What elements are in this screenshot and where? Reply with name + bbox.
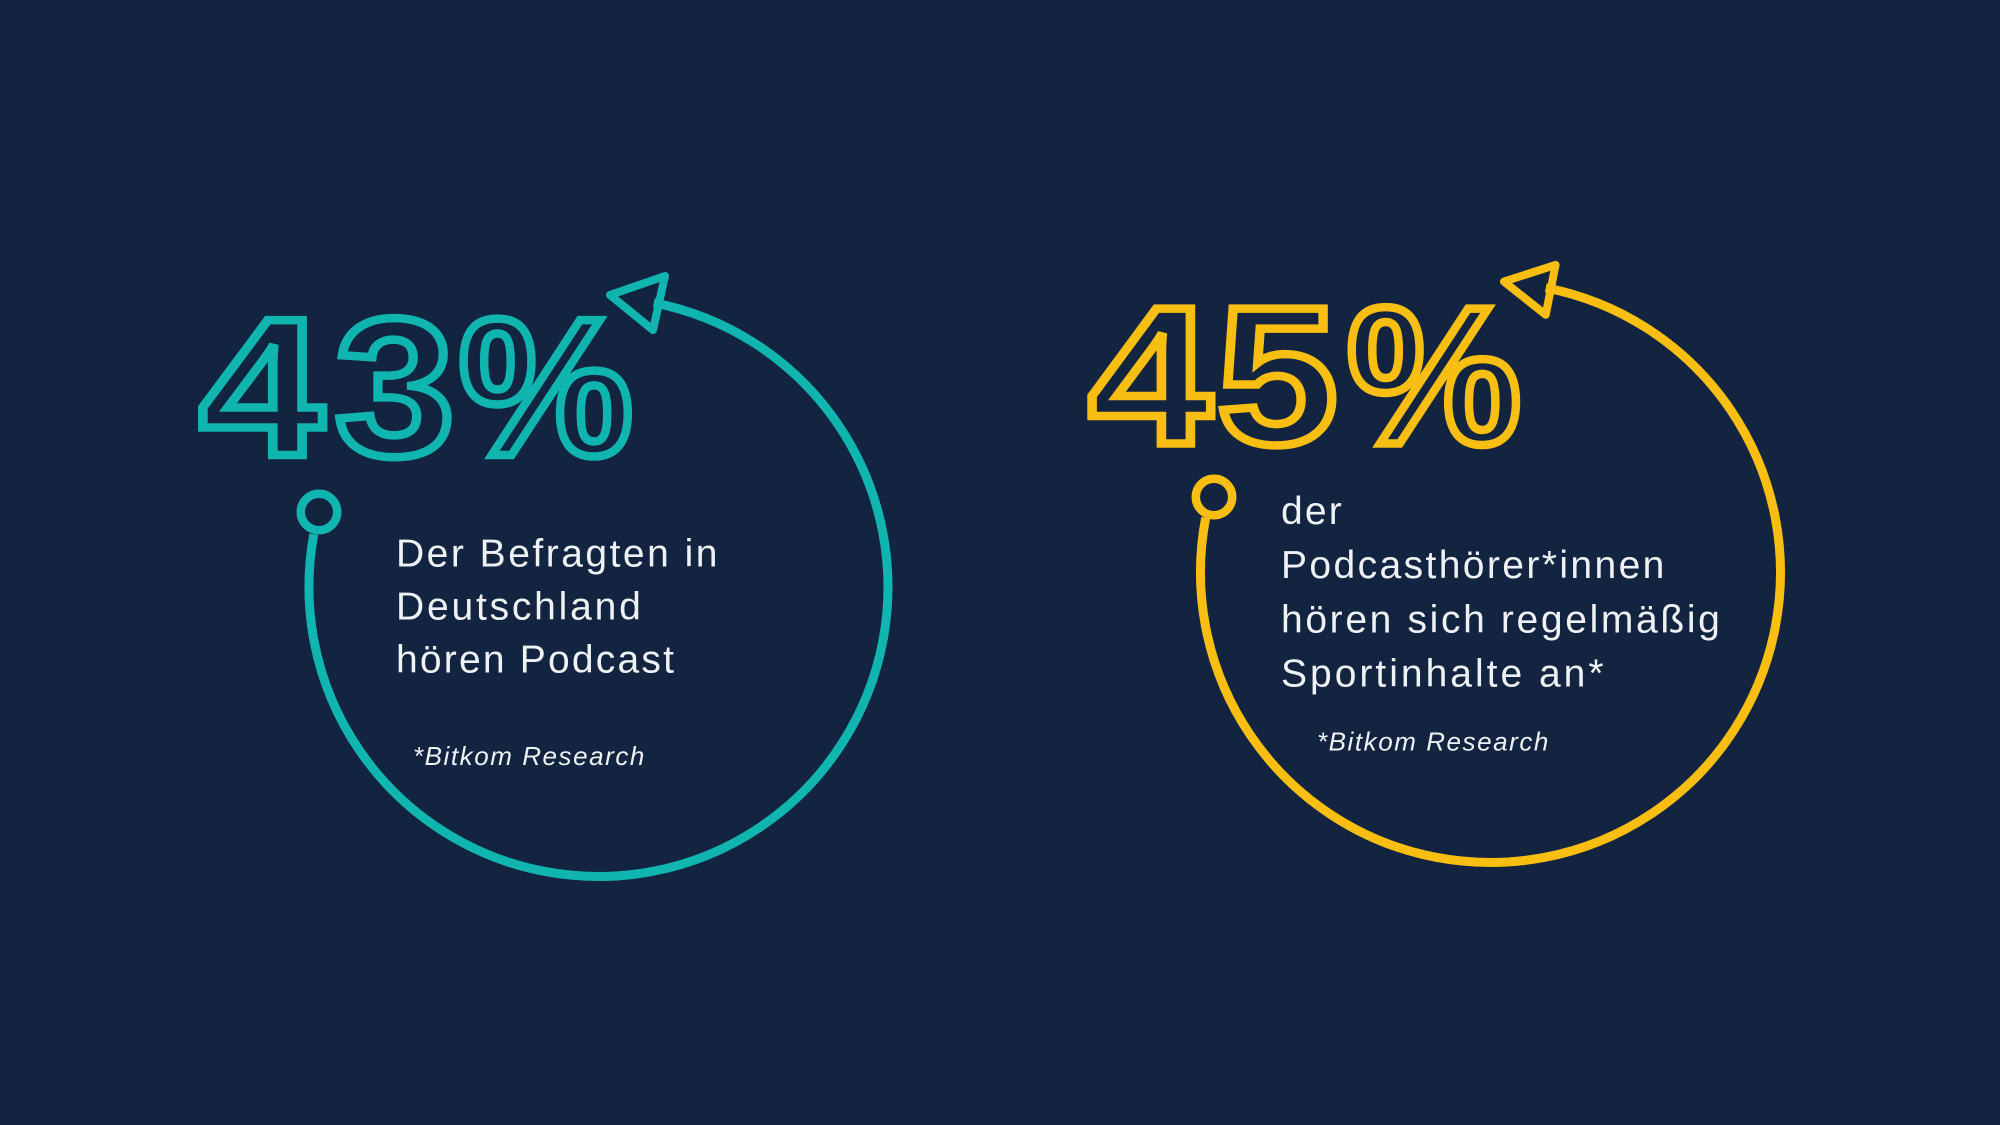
svg-text:Podcasthörer*innen: Podcasthörer*innen bbox=[1281, 544, 1667, 587]
svg-text:der: der bbox=[1281, 490, 1344, 533]
svg-text:3: 3 bbox=[335, 277, 455, 497]
svg-text:*Bitkom Research: *Bitkom Research bbox=[1317, 727, 1550, 757]
svg-text:4: 4 bbox=[200, 278, 324, 497]
svg-text:5: 5 bbox=[1217, 266, 1338, 485]
svg-text:%: % bbox=[1347, 267, 1521, 486]
svg-text:Deutschland: Deutschland bbox=[396, 586, 644, 629]
svg-text:4: 4 bbox=[1089, 267, 1212, 485]
svg-text:hören sich regelmäßig: hören sich regelmäßig bbox=[1281, 598, 1723, 641]
svg-text:*Bitkom Research: *Bitkom Research bbox=[413, 741, 646, 771]
svg-text:Sportinhalte an*: Sportinhalte an* bbox=[1281, 653, 1607, 696]
svg-text:Der Befragten in: Der Befragten in bbox=[396, 533, 720, 576]
svg-text:%: % bbox=[459, 278, 633, 497]
svg-text:hören Podcast: hören Podcast bbox=[396, 639, 676, 682]
